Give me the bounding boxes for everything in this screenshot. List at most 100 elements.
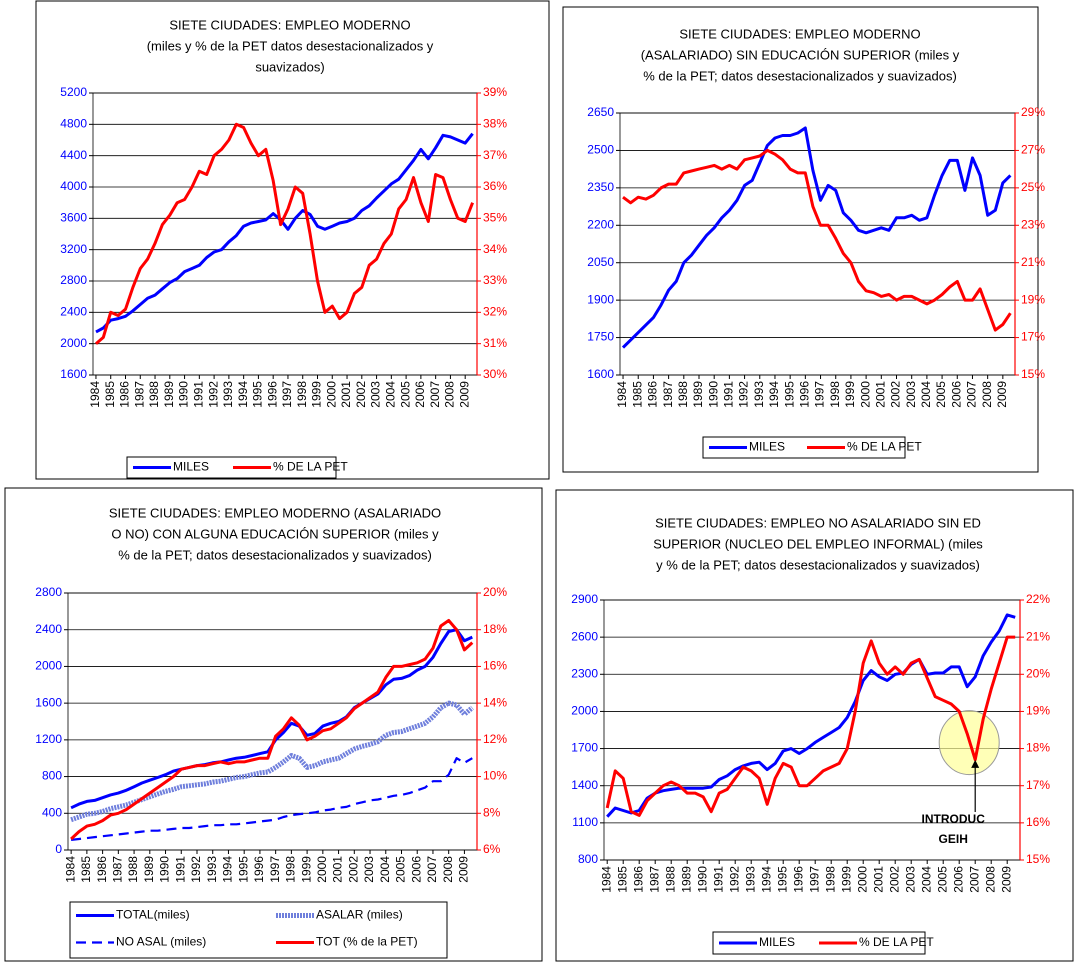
y2-tick-label: 29% [1021,105,1045,119]
x-tick-label: 1995 [775,866,789,893]
x-tick-label: 1995 [782,381,796,408]
y-tick-label: 2900 [571,592,598,606]
y2-tick-label: 12% [483,732,507,746]
x-tick-label: 2007 [428,381,442,408]
x-tick-label: 1999 [843,381,857,408]
x-tick-label: 2003 [369,381,383,408]
x-tick-label: 2005 [398,381,412,408]
x-tick-label: 1986 [118,381,132,408]
x-tick-label: 1998 [823,866,837,893]
y-tick-label: 1750 [587,330,614,344]
y2-tick-label: 38% [483,117,507,131]
x-tick-label: 1987 [111,856,125,883]
series-line [70,619,474,841]
y-tick-label: 1200 [35,732,62,746]
y-tick-label: 800 [578,852,598,866]
y2-tick-label: 21% [1026,629,1050,643]
x-tick-label: 2000 [315,856,329,883]
x-tick-label: 2004 [919,866,933,893]
x-tick-label: 2009 [457,856,471,883]
y-tick-label: 1600 [587,367,614,381]
x-tick-label: 1987 [647,866,661,893]
plot-frame [92,92,478,376]
x-tick-label: 2007 [965,381,979,408]
x-tick-label: 1993 [743,866,757,893]
y2-tick-label: 15% [1026,852,1050,866]
x-tick-label: 1994 [236,381,250,408]
y-tick-label: 5200 [60,85,87,99]
legend-label: % DE LA PET [847,440,922,454]
series-line [95,122,474,345]
x-tick-label: 1993 [221,381,235,408]
x-tick-label: 1991 [711,866,725,893]
x-tick-label: 1992 [189,856,203,883]
x-tick-label: 2004 [919,381,933,408]
x-tick-label: 1998 [828,381,842,408]
x-tick-label: 1990 [158,856,172,883]
y2-tick-label: 18% [483,622,507,636]
y-tick-label: 2000 [60,336,87,350]
x-tick-label: 2004 [378,856,392,883]
x-tick-label: 1999 [839,866,853,893]
y-tick-label: 2000 [571,704,598,718]
y2-tick-label: 20% [1026,666,1050,680]
x-tick-label: 1993 [752,381,766,408]
x-tick-label: 2001 [871,866,885,893]
y2-tick-label: 21% [1021,255,1045,269]
chart-title: SIETE CIUDADES: EMPLEO MODERNO [169,17,410,32]
x-tick-label: 2008 [983,866,997,893]
x-tick-label: 1986 [631,866,645,893]
chart-title: % de la PET; datos desestacionalizados y… [643,68,957,83]
x-tick-label: 2002 [346,856,360,883]
x-tick-label: 1997 [268,856,282,883]
x-tick-label: 1991 [192,381,206,408]
y-tick-label: 2000 [35,659,62,673]
legend-label: TOT (% de la PET) [316,935,418,949]
x-tick-label: 1998 [284,856,298,883]
legend-label: MILES [749,440,785,454]
x-tick-label: 1987 [661,381,675,408]
y-tick-label: 2400 [35,622,62,636]
chart-title: % de la PET; datos desestacionalizados y… [118,547,432,562]
annotation: GEIH [939,832,968,846]
x-tick-label: 1985 [79,856,93,883]
chart-title: SUPERIOR (NUCLEO DEL EMPLEO INFORMAL) (m… [653,536,983,551]
y-tick-label: 4400 [60,148,87,162]
y2-tick-label: 27% [1021,143,1045,157]
y2-tick-label: 17% [1026,778,1050,792]
y2-tick-label: 19% [1021,292,1045,306]
x-tick-label: 1999 [299,856,313,883]
y2-tick-label: 16% [483,659,507,673]
x-tick-label: 2003 [904,381,918,408]
y2-tick-label: 6% [483,842,501,856]
y-tick-label: 1600 [35,695,62,709]
y-tick-label: 800 [42,769,62,783]
y2-tick-label: 23% [1021,217,1045,231]
x-tick-label: 1994 [221,856,235,883]
x-tick-label: 1986 [95,856,109,883]
x-tick-label: 1994 [759,866,773,893]
y-tick-label: 2350 [587,180,614,194]
chart-title: (ASALARIADO) SIN EDUCACIÓN SUPERIOR (mil… [641,47,960,62]
x-tick-label: 2001 [873,381,887,408]
legend-label: % DE LA PET [859,935,934,949]
x-tick-label: 1998 [295,381,309,408]
x-tick-label: 2008 [443,381,457,408]
chart-title: suavizados) [255,59,324,74]
y2-tick-label: 25% [1021,180,1045,194]
x-tick-label: 1989 [162,381,176,408]
x-tick-label: 2009 [457,381,471,408]
x-tick-label: 2006 [409,856,423,883]
legend-label: NO ASAL (miles) [116,935,206,949]
series-line [621,126,1012,349]
series-line [606,613,1016,818]
series-line [622,148,1012,332]
x-tick-label: 1999 [310,381,324,408]
x-tick-label: 1988 [663,866,677,893]
x-tick-label: 1989 [142,856,156,883]
x-tick-label: 2006 [413,381,427,408]
y2-tick-label: 34% [483,242,507,256]
chart-title: y % de la PET; datos desestacionalizados… [656,557,980,572]
x-tick-label: 2003 [362,856,376,883]
